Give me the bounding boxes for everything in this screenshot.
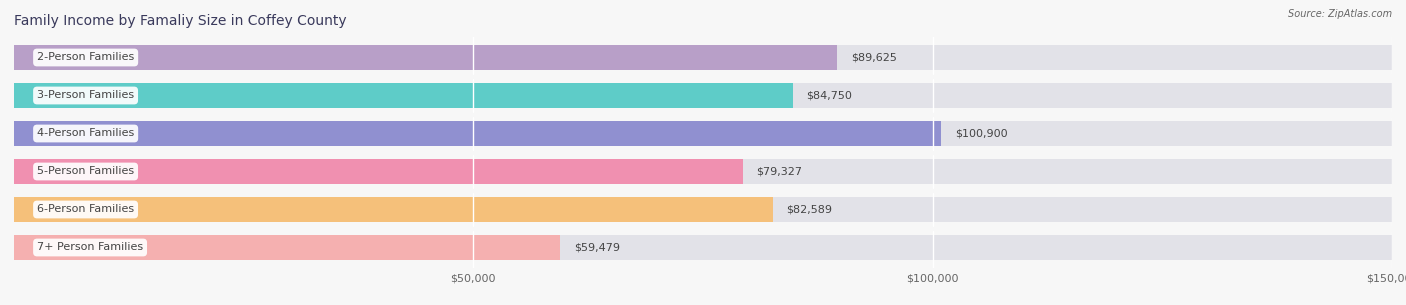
Text: 7+ Person Families: 7+ Person Families — [37, 242, 143, 253]
Text: Source: ZipAtlas.com: Source: ZipAtlas.com — [1288, 9, 1392, 19]
Text: $82,589: $82,589 — [786, 204, 832, 214]
Text: Family Income by Famaliy Size in Coffey County: Family Income by Famaliy Size in Coffey … — [14, 15, 347, 28]
Bar — [14, 45, 838, 70]
Bar — [14, 83, 793, 108]
Bar — [14, 83, 1392, 108]
Text: 6-Person Families: 6-Person Families — [37, 204, 134, 214]
Text: $89,625: $89,625 — [851, 52, 897, 63]
Text: $84,750: $84,750 — [807, 91, 852, 101]
Bar — [14, 120, 1392, 146]
Bar — [14, 197, 773, 222]
Bar — [14, 159, 742, 185]
Text: 2-Person Families: 2-Person Families — [37, 52, 135, 63]
Bar — [14, 197, 1392, 222]
Text: 3-Person Families: 3-Person Families — [37, 91, 134, 101]
Bar — [14, 235, 1392, 260]
Bar — [14, 120, 941, 146]
Bar — [14, 45, 1392, 70]
Text: $59,479: $59,479 — [574, 242, 620, 253]
Text: $100,900: $100,900 — [955, 128, 1007, 138]
Text: 5-Person Families: 5-Person Families — [37, 167, 134, 177]
Bar — [14, 159, 1392, 185]
Bar — [14, 235, 561, 260]
Text: $79,327: $79,327 — [756, 167, 803, 177]
Text: 4-Person Families: 4-Person Families — [37, 128, 135, 138]
